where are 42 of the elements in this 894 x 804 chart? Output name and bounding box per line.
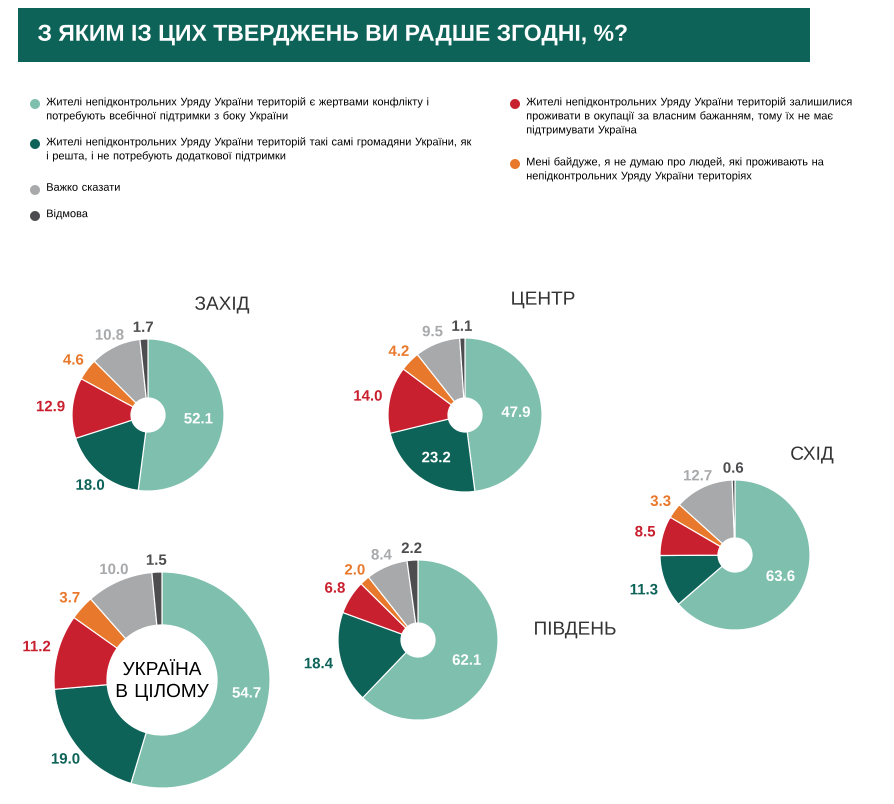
legend-label: Мені байдуже, я не думаю про людей, які проживають на непідконтрольних Уряду України територіях — [526, 157, 824, 182]
data-label: 11.2 — [23, 640, 50, 652]
text: З ЯКИМ ІЗ ЦИХ ТВЕРДЖЕНЬ ВИ РАДШЕ ЗГОДНІ, %? — [38, 24, 627, 46]
data-label: 4.6 — [63, 354, 84, 365]
data-label: 10.8 — [96, 329, 124, 340]
chart-title: ЦЕНТР — [512, 292, 574, 308]
text: УКРАЇНА В ЦІЛОМУ — [116, 659, 209, 701]
legend-label: Жителі непідконтрольних Уряду України територій залишилися проживати в окупації за власним бажанням, тому їх не має підтримувати Україна — [526, 97, 852, 136]
data-label: 1.1 — [452, 320, 472, 331]
data-label: 10.0 — [100, 564, 128, 574]
data-label: 18.0 — [76, 479, 104, 490]
data-label: 47.9 — [502, 406, 530, 418]
data-label: 6.8 — [325, 582, 345, 593]
data-label: 9.5 — [422, 326, 443, 336]
data-label: 0.6 — [723, 462, 744, 473]
text: ЗАХІД — [195, 296, 250, 314]
legend-label: Жителі непідконтрольних Уряду України територій такі самі громадяни України, як і решта, і не потребують додаткової підтримки — [46, 137, 472, 162]
data-label: 3.7 — [60, 592, 80, 603]
data-label: 12.9 — [36, 400, 65, 412]
data-label: 11.3 — [630, 584, 658, 595]
data-label: 23.2 — [422, 452, 450, 462]
text: ПІВДЕНЬ — [535, 622, 616, 638]
data-label: 1.5 — [146, 554, 166, 565]
data-label: 14.0 — [354, 390, 382, 401]
data-label: 62.1 — [452, 654, 481, 665]
data-label: 4.2 — [388, 345, 409, 356]
data-label: 19.0 — [52, 753, 80, 764]
legend-label: Відмова — [47, 209, 88, 220]
legend-label: Жителі непідконтрольних Уряду України територій є жертвами конфлікту і потребують всебічної підтримки з боку України — [46, 97, 428, 122]
legend-label: Важко сказати — [47, 183, 120, 191]
chart-title: СХІД — [791, 446, 834, 464]
data-label: 12.7 — [684, 470, 712, 480]
data-label: 2.2 — [402, 542, 422, 554]
data-label: 2.0 — [344, 564, 365, 575]
data-label: 52.1 — [184, 412, 213, 424]
data-label: 8.5 — [635, 526, 656, 537]
data-label: 18.4 — [304, 658, 333, 668]
data-label: 54.7 — [232, 687, 261, 698]
data-label: 63.6 — [766, 570, 795, 582]
data-label: 1.7 — [134, 322, 153, 332]
data-label: 8.4 — [371, 549, 392, 560]
data-label: 3.3 — [650, 495, 671, 506]
